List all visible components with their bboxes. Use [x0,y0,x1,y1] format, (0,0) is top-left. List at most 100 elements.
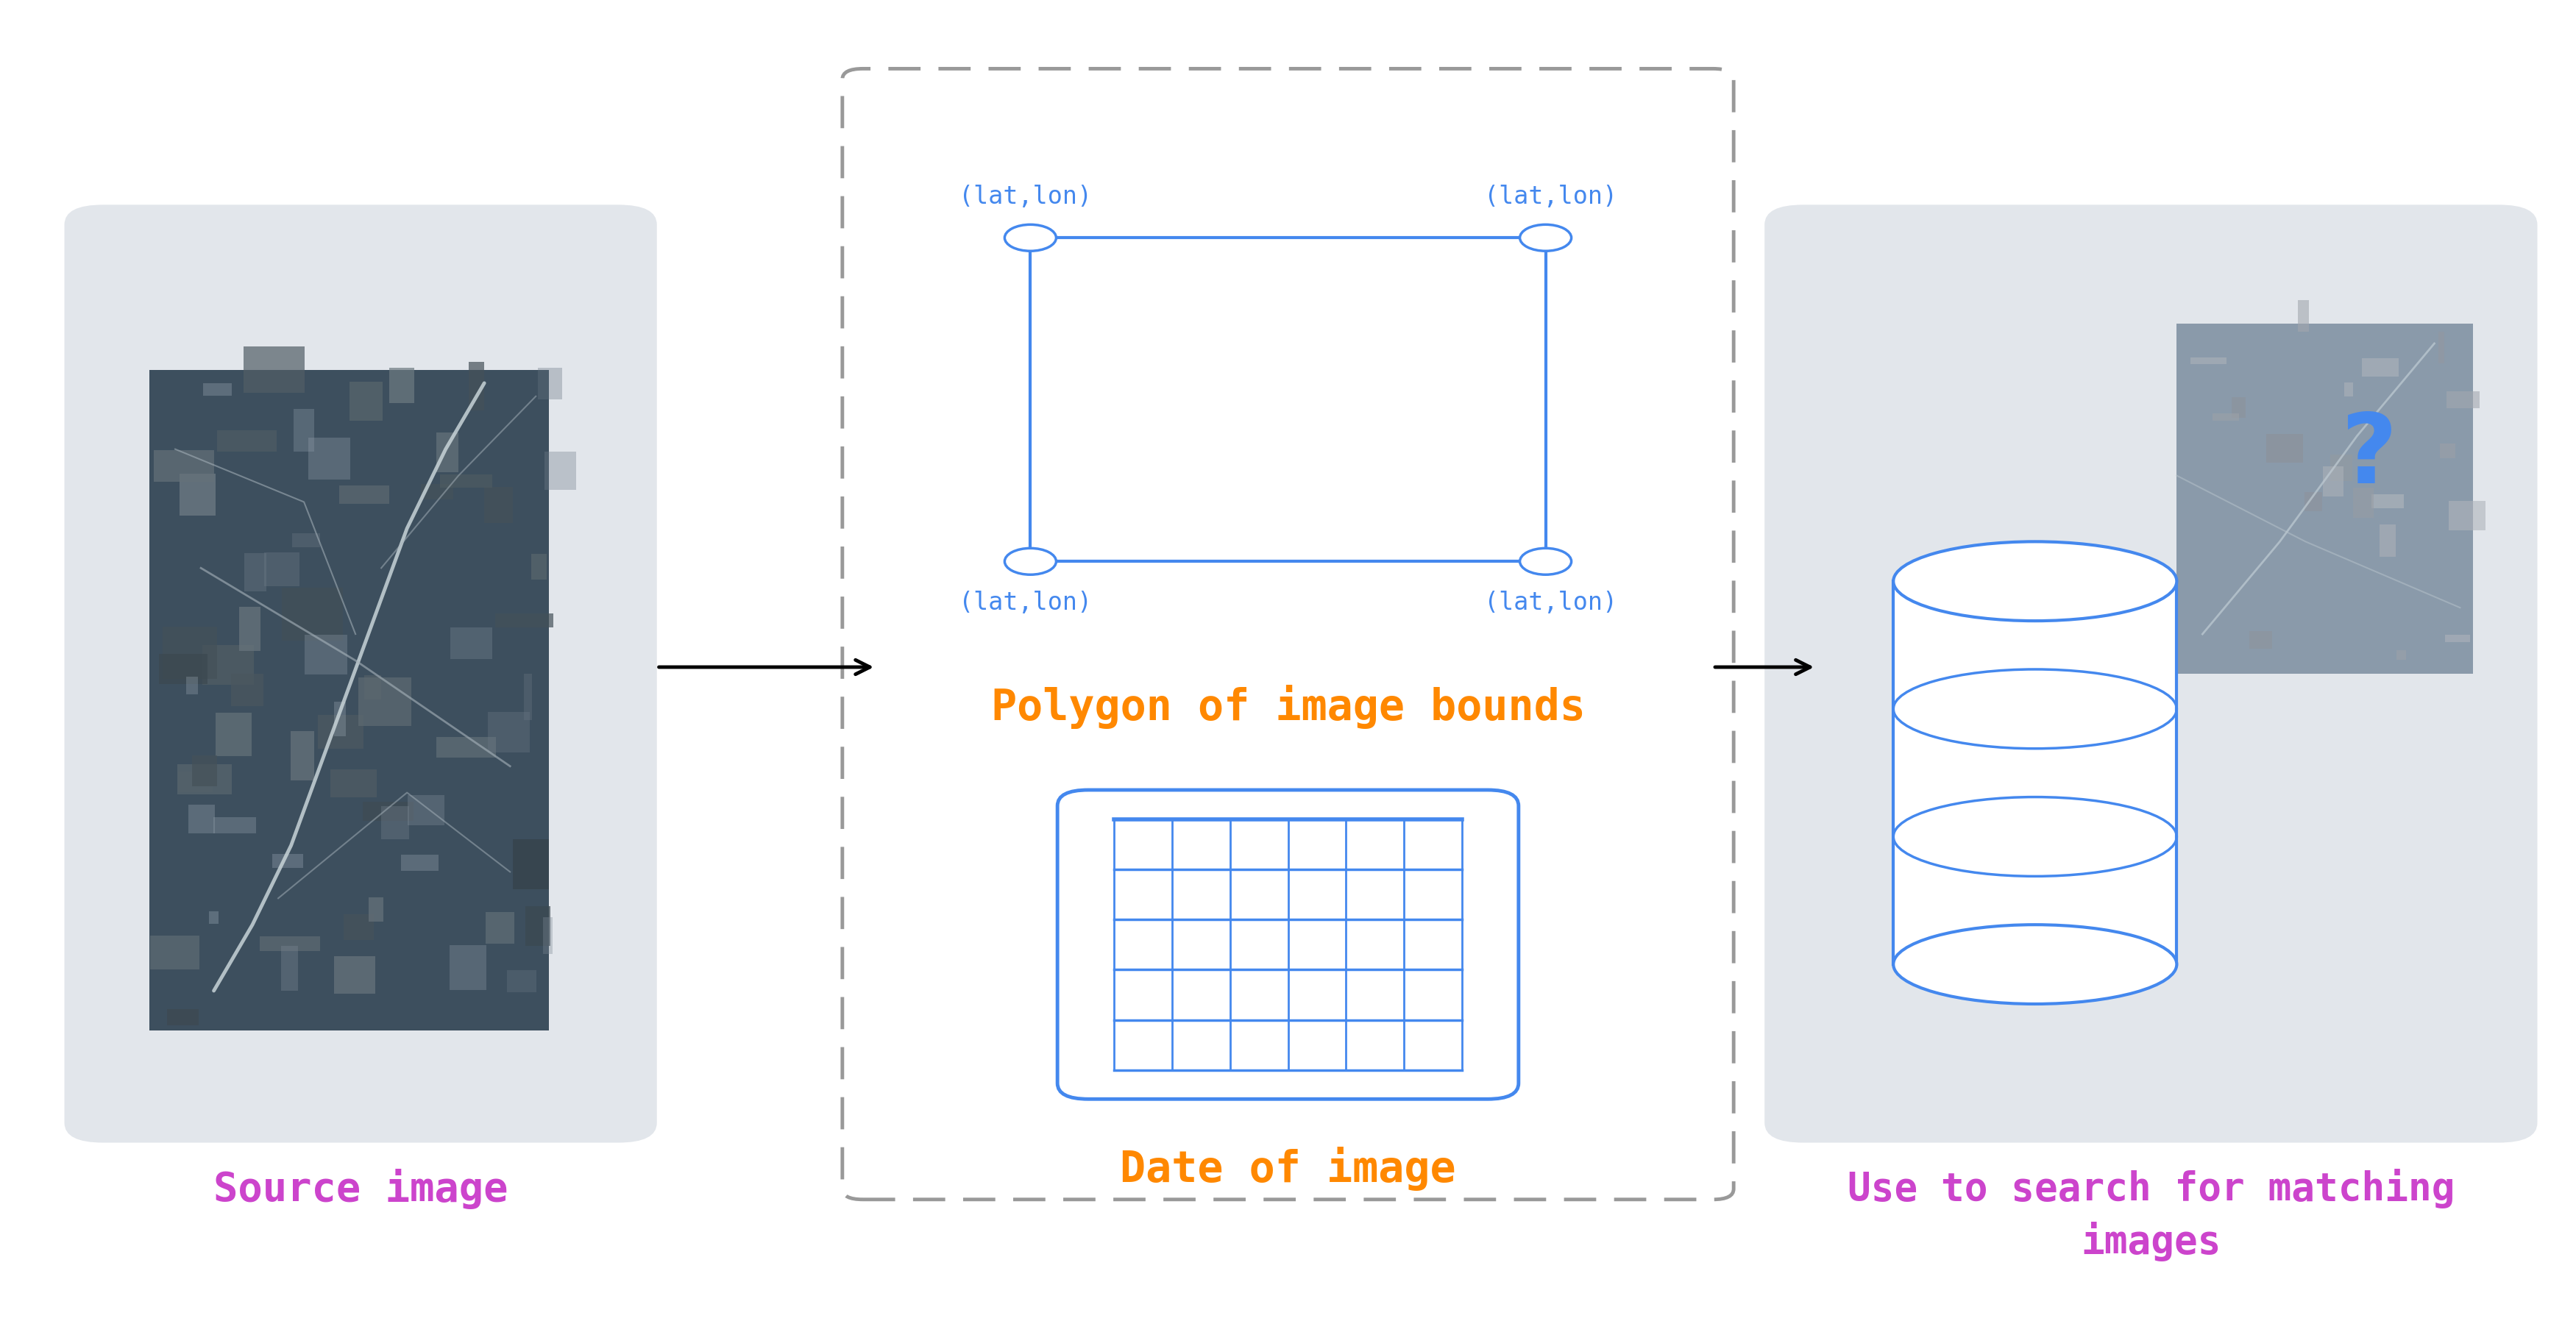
Bar [484,486,513,523]
Text: (lat,lon): (lat,lon) [958,185,1092,209]
Bar [469,362,484,410]
Bar [155,450,214,482]
Bar [2177,324,2473,674]
Bar [435,432,459,472]
Bar [265,552,299,587]
Bar [495,613,554,627]
Bar [2306,493,2321,511]
Bar [2352,487,2375,518]
Bar [484,913,515,943]
Bar [420,483,453,499]
Bar [2331,454,2352,481]
FancyBboxPatch shape [1056,790,1517,1099]
Bar [544,917,551,954]
Bar [363,802,415,820]
Bar [180,473,216,515]
Text: ?: ? [2342,410,2398,503]
Bar [193,756,216,786]
Bar [294,534,319,547]
Bar [538,367,562,399]
Bar [216,712,252,757]
Bar [513,839,549,889]
Bar [2298,300,2308,332]
Bar [507,971,536,992]
Bar [232,674,263,707]
Bar [2231,398,2246,417]
Bar [240,606,260,651]
Text: images: images [2081,1222,2221,1262]
Bar [1030,238,1546,561]
Ellipse shape [1893,925,2177,1004]
Bar [526,906,551,946]
Bar [358,678,412,727]
Bar [160,654,209,684]
Bar [2396,650,2406,660]
Circle shape [1520,225,1571,251]
Bar [178,765,232,794]
Bar [330,769,376,798]
Bar [273,853,304,868]
Text: (lat,lon): (lat,lon) [1484,185,1618,209]
Circle shape [1520,548,1571,575]
Bar [209,911,219,923]
Bar [2439,444,2455,458]
Ellipse shape [1893,542,2177,621]
Bar [294,410,314,452]
Bar [188,804,214,834]
Bar [2445,635,2470,642]
Bar [2450,501,2486,530]
Bar [350,382,381,421]
Bar [281,946,299,991]
Bar [204,383,232,395]
Bar [343,914,374,941]
Bar [2362,358,2398,376]
Bar [2213,413,2239,420]
Bar [435,737,497,758]
Bar [389,367,415,403]
Bar [2437,332,2445,363]
Bar [451,946,487,989]
Text: Date of image: Date of image [1121,1147,1455,1192]
Bar [167,1009,198,1025]
Bar [340,485,389,505]
Bar [2249,631,2272,649]
Bar [2190,357,2226,363]
Text: (lat,lon): (lat,lon) [958,590,1092,614]
Bar [214,818,255,834]
FancyBboxPatch shape [1765,205,2537,1143]
Bar [451,627,492,659]
Bar [149,935,198,970]
Bar [2324,466,2344,497]
Bar [2267,433,2303,462]
Bar [260,937,319,951]
Bar [178,771,211,793]
Bar [204,645,255,684]
Bar [317,715,363,749]
Bar [523,674,531,720]
Bar [309,437,350,480]
Bar [363,675,381,699]
Bar [281,588,343,641]
Bar [245,553,265,592]
Bar [149,370,549,1030]
Bar [2447,391,2481,408]
Circle shape [1005,548,1056,575]
Bar [487,712,531,752]
Bar [407,795,443,826]
Text: Source image: Source image [214,1169,507,1209]
Bar [2344,383,2354,396]
Bar [402,855,438,871]
Bar [304,634,348,674]
Bar [1893,581,2177,964]
Bar [291,731,314,781]
Bar [368,897,384,922]
Bar [381,806,410,839]
Circle shape [1005,225,1056,251]
Bar [440,474,492,487]
Bar [2380,524,2396,556]
Bar [162,626,216,679]
Bar [335,701,345,737]
Bar [531,553,546,580]
Text: Polygon of image bounds: Polygon of image bounds [992,684,1584,729]
Text: (lat,lon): (lat,lon) [1484,590,1618,614]
